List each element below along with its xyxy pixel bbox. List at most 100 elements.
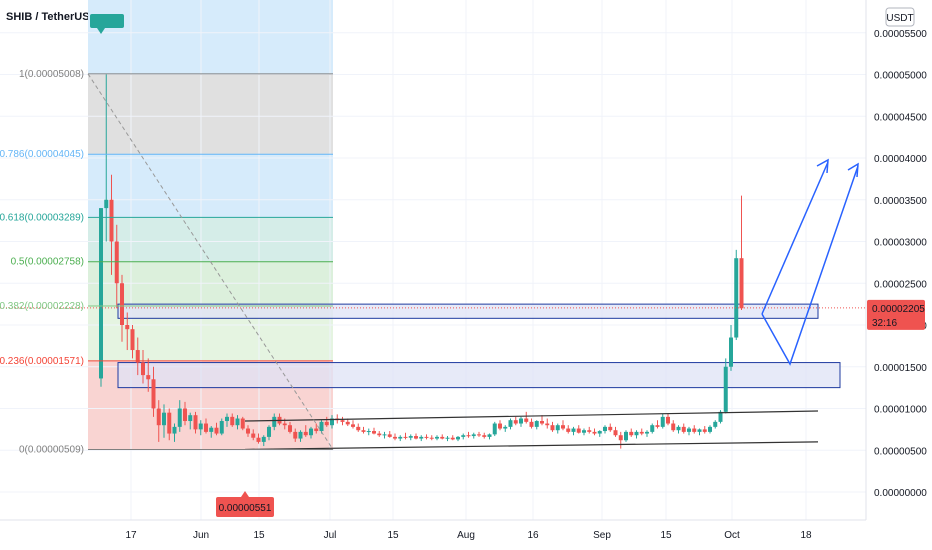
time-tick-label: Jul	[324, 530, 337, 541]
candle-body	[361, 430, 366, 432]
candle-body	[345, 421, 350, 425]
candle-body	[356, 426, 361, 431]
candle-body	[566, 428, 571, 432]
candle-body	[624, 431, 628, 441]
candle-body	[597, 431, 602, 434]
candle-body	[534, 421, 539, 427]
candle-body	[282, 423, 287, 426]
candle-body	[135, 350, 140, 363]
projection-arrows	[761, 158, 859, 366]
fib-level-label: 0(0.00000509)	[19, 444, 84, 455]
channel-bottom-line	[244, 441, 819, 451]
candle-body	[256, 437, 261, 442]
candle-body	[729, 337, 733, 367]
time-tick-label: 16	[527, 530, 539, 541]
channel-lines	[0, 307, 866, 451]
candle-body	[382, 434, 387, 436]
candle-body	[429, 437, 434, 439]
candle-body	[109, 199, 114, 242]
price-tick-label: 0.00002500	[874, 279, 927, 290]
candle-body	[634, 431, 639, 436]
candle-body	[225, 416, 229, 422]
price-tick-label: 0.00005500	[874, 29, 927, 40]
candle-body	[319, 421, 324, 432]
price-tick-label: 0.00005000	[874, 71, 927, 82]
candle-body	[702, 429, 707, 432]
candle-body	[498, 423, 502, 429]
high-flag	[90, 14, 124, 28]
fib-level-label: 1(0.00005008)	[19, 69, 84, 80]
time-tick-label: Aug	[457, 530, 475, 541]
fib-level-label: 0.236(0.00001571)	[0, 356, 84, 367]
candle-body	[314, 428, 319, 432]
candle-body	[613, 430, 618, 436]
high-flag-pointer	[97, 28, 105, 34]
currency-button-label: USDT	[886, 13, 913, 24]
candle-body	[398, 436, 403, 439]
candle-body	[156, 408, 161, 426]
candle-body	[576, 428, 581, 433]
candle-body	[456, 436, 460, 440]
fib-band	[88, 154, 333, 218]
candle-body	[666, 416, 670, 424]
candle-body	[424, 436, 429, 438]
price-tick-label: 0.00000500	[874, 446, 927, 457]
candles	[99, 74, 744, 449]
candle-body	[603, 426, 607, 432]
candle-body	[650, 425, 655, 432]
candle-body	[209, 427, 214, 432]
fib-labels: 1(0.00005008) 0.786(0.00004045) 0.618(0.00…	[0, 69, 334, 455]
candle-body	[708, 426, 712, 432]
candle-body	[540, 421, 544, 424]
candle-body	[592, 431, 597, 434]
candle-body	[393, 436, 397, 439]
candle-body	[482, 435, 487, 437]
candle-body	[377, 433, 382, 436]
fib-band	[88, 73, 333, 155]
candle-body	[618, 435, 623, 441]
candle-body	[723, 366, 728, 412]
candle-body	[261, 436, 266, 442]
candle-body	[529, 421, 534, 427]
candle-body	[151, 379, 156, 409]
support-zone-lower	[117, 362, 841, 389]
candle-body	[130, 329, 135, 351]
candle-body	[561, 425, 565, 429]
candle-body	[340, 420, 345, 422]
candle-body	[298, 431, 303, 439]
candle-body	[519, 418, 523, 424]
candle-body	[645, 431, 649, 434]
price-tick-label: 0.00004500	[874, 112, 927, 123]
grid	[0, 0, 866, 520]
candle-body	[435, 436, 439, 439]
candle-body	[204, 423, 208, 432]
candle-body	[513, 420, 518, 424]
candle-body	[608, 426, 613, 431]
candle-body	[293, 431, 298, 439]
last-price-label: 0.00002205	[872, 304, 925, 315]
candle-body	[172, 426, 177, 434]
low-price-badge	[216, 497, 274, 517]
candle-body	[235, 418, 240, 426]
time-tick-label: Jun	[193, 530, 209, 541]
candle-body	[508, 420, 513, 427]
candle-body	[146, 375, 151, 380]
fib-band	[88, 217, 333, 262]
candle-body	[408, 436, 413, 438]
candle-body	[655, 425, 660, 427]
candle-body	[288, 425, 292, 432]
candle-body	[104, 199, 109, 209]
candle-body	[403, 436, 408, 438]
candle-body	[471, 434, 476, 437]
candle-body	[503, 426, 508, 429]
candle-body	[309, 428, 313, 436]
candle-body	[697, 429, 702, 432]
candle-body	[188, 415, 193, 422]
candle-body	[477, 434, 481, 436]
candle-body	[177, 408, 182, 427]
candle-body	[687, 428, 691, 432]
price-tick-label: 0.00000000	[874, 488, 927, 499]
projection-path-short	[761, 161, 829, 315]
countdown-label: 32:16	[872, 318, 897, 329]
